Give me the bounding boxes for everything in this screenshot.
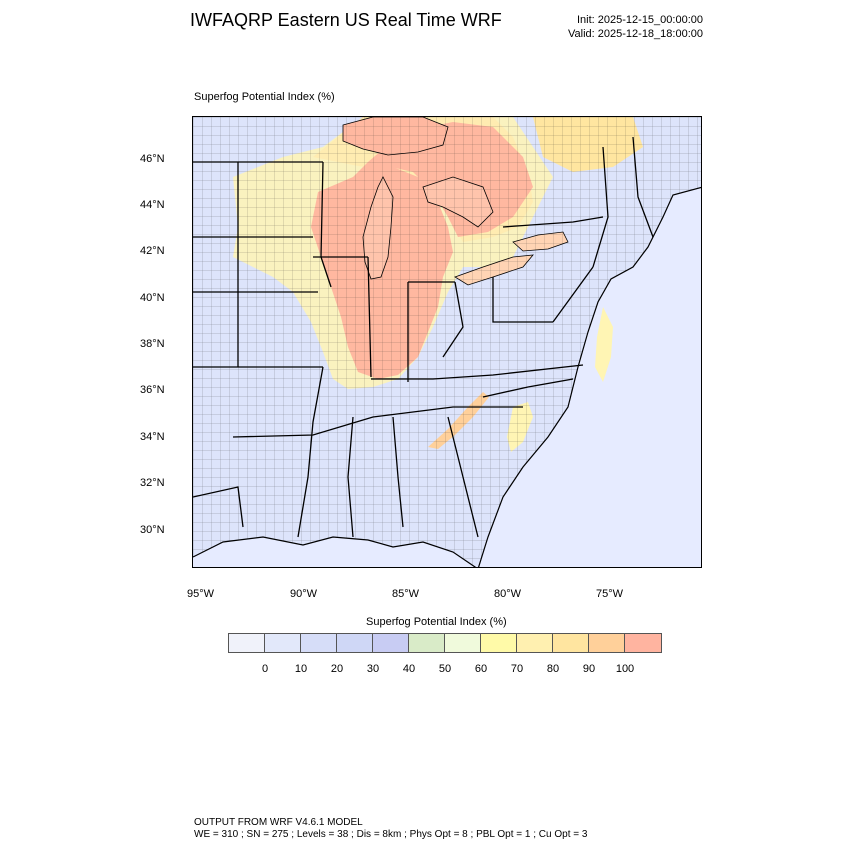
colorbar-swatch (409, 634, 445, 652)
colorbar-swatch (589, 634, 625, 652)
lat-label-44: 44°N (140, 199, 165, 211)
colorbar-tick-label: 90 (582, 663, 596, 675)
colorbar-swatch (481, 634, 517, 652)
gulf-coastline (193, 536, 477, 567)
colorbar-tick-label: 30 (366, 663, 380, 675)
lat-label-32: 32°N (140, 477, 165, 489)
lat-label-46: 46°N (140, 153, 165, 165)
colorbar-swatch (337, 634, 373, 652)
colorbar-tick-label: 70 (510, 663, 524, 675)
colorbar-tick-label: 10 (294, 663, 308, 675)
lat-label-36: 36°N (140, 384, 165, 396)
colorbar-swatch (445, 634, 481, 652)
county-lines (193, 117, 701, 567)
map-panel (192, 116, 702, 568)
lat-label-38: 38°N (140, 338, 165, 350)
gulf-of-mexico (193, 537, 476, 567)
atlantic-ocean (478, 187, 701, 567)
lat-label-40: 40°N (140, 292, 165, 304)
coastal-yellow-streak (595, 307, 613, 382)
init-time: Init: 2025-12-15_00:00:00 (577, 14, 703, 26)
lat-label-42: 42°N (140, 245, 165, 257)
model-info-line1: OUTPUT FROM WRF V4.6.1 MODEL (194, 817, 363, 828)
colorbar-tick-label: 0 (261, 663, 269, 675)
colorbar-swatch (373, 634, 409, 652)
lat-label-34: 34°N (140, 431, 165, 443)
page-title: IWFAQRP Eastern US Real Time WRF (190, 10, 502, 30)
colorbar-swatch (553, 634, 589, 652)
map-field-label: Superfog Potential Index (%) (194, 91, 335, 103)
lon-label-75: 75°W (596, 588, 624, 600)
colorbar-swatch (229, 634, 265, 652)
colorbar-tick-label: 20 (330, 663, 344, 675)
colorbar-tick-label: 40 (402, 663, 416, 675)
colorbar (228, 633, 662, 653)
colorbar-tick-label: 50 (438, 663, 452, 675)
map-graphic (193, 117, 701, 567)
lat-label-30: 30°N (140, 524, 165, 536)
lon-label-95: 95°W (187, 588, 215, 600)
colorbar-tick-label: 80 (546, 663, 560, 675)
colorbar-tick-label: 100 (615, 663, 635, 675)
colorbar-swatch (301, 634, 337, 652)
state-borders (193, 136, 654, 538)
colorbar-swatch (265, 634, 301, 652)
colorbar-swatch (625, 634, 661, 652)
atlantic-coastline (477, 186, 701, 567)
lon-label-90: 90°W (290, 588, 318, 600)
colorbar-tick-label: 60 (474, 663, 488, 675)
colorbar-swatch (517, 634, 553, 652)
valid-time: Valid: 2025-12-18_18:00:00 (568, 28, 703, 40)
lon-label-85: 85°W (392, 588, 420, 600)
lon-label-80: 80°W (494, 588, 522, 600)
colorbar-title: Superfog Potential Index (%) (366, 616, 507, 628)
model-info-line2: WE = 310 ; SN = 275 ; Levels = 38 ; Dis … (194, 829, 588, 840)
